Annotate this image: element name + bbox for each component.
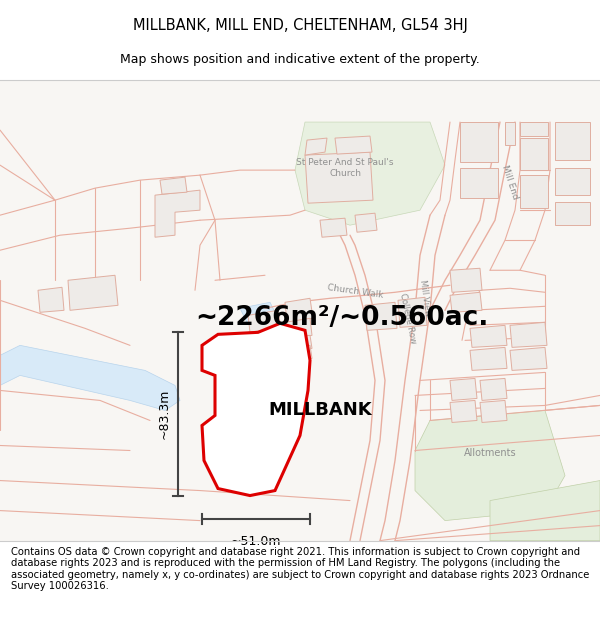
- Polygon shape: [202, 323, 310, 496]
- Text: Church Walk: Church Walk: [326, 284, 383, 300]
- Polygon shape: [335, 136, 372, 154]
- Polygon shape: [248, 310, 281, 332]
- Polygon shape: [505, 122, 515, 145]
- Polygon shape: [365, 302, 397, 331]
- Polygon shape: [490, 481, 600, 541]
- Text: Mill View: Mill View: [418, 279, 432, 318]
- Text: St Peter And St Paul's
Church: St Peter And St Paul's Church: [296, 158, 394, 178]
- Polygon shape: [305, 152, 373, 203]
- Polygon shape: [38, 288, 64, 312]
- Polygon shape: [398, 298, 427, 328]
- Polygon shape: [470, 348, 507, 371]
- Polygon shape: [68, 275, 118, 310]
- Polygon shape: [450, 378, 477, 401]
- Polygon shape: [450, 292, 482, 312]
- Polygon shape: [450, 268, 482, 292]
- Polygon shape: [415, 411, 565, 521]
- Polygon shape: [520, 138, 548, 170]
- Polygon shape: [510, 348, 547, 371]
- Polygon shape: [480, 401, 507, 422]
- Polygon shape: [555, 122, 590, 160]
- Polygon shape: [470, 326, 507, 348]
- Polygon shape: [305, 138, 327, 155]
- Polygon shape: [520, 175, 548, 208]
- Polygon shape: [248, 328, 280, 348]
- Text: College Row: College Row: [398, 292, 418, 344]
- Text: ~83.3m: ~83.3m: [157, 389, 170, 439]
- Polygon shape: [320, 218, 347, 238]
- Polygon shape: [285, 346, 312, 362]
- Text: ~2266m²/~0.560ac.: ~2266m²/~0.560ac.: [195, 306, 488, 331]
- Polygon shape: [460, 168, 498, 198]
- Polygon shape: [555, 202, 590, 225]
- Polygon shape: [520, 122, 548, 136]
- Text: ~51.0m: ~51.0m: [231, 534, 281, 548]
- Polygon shape: [285, 318, 312, 338]
- Text: Allotments: Allotments: [464, 448, 517, 458]
- Polygon shape: [460, 122, 498, 162]
- Polygon shape: [285, 298, 313, 322]
- Text: Mill End: Mill End: [500, 164, 520, 200]
- Polygon shape: [555, 168, 590, 195]
- Polygon shape: [355, 213, 377, 232]
- Text: MILLBANK: MILLBANK: [268, 401, 372, 419]
- Polygon shape: [480, 378, 507, 401]
- Text: Contains OS data © Crown copyright and database right 2021. This information is : Contains OS data © Crown copyright and d…: [11, 546, 589, 591]
- Polygon shape: [510, 322, 547, 348]
- Polygon shape: [450, 401, 477, 422]
- Polygon shape: [155, 190, 200, 238]
- Polygon shape: [295, 122, 445, 225]
- Polygon shape: [240, 302, 278, 324]
- Polygon shape: [0, 346, 180, 411]
- Text: Map shows position and indicative extent of the property.: Map shows position and indicative extent…: [120, 52, 480, 66]
- Polygon shape: [285, 336, 312, 352]
- Text: MILLBANK, MILL END, CHELTENHAM, GL54 3HJ: MILLBANK, MILL END, CHELTENHAM, GL54 3HJ: [133, 18, 467, 33]
- Polygon shape: [160, 177, 187, 194]
